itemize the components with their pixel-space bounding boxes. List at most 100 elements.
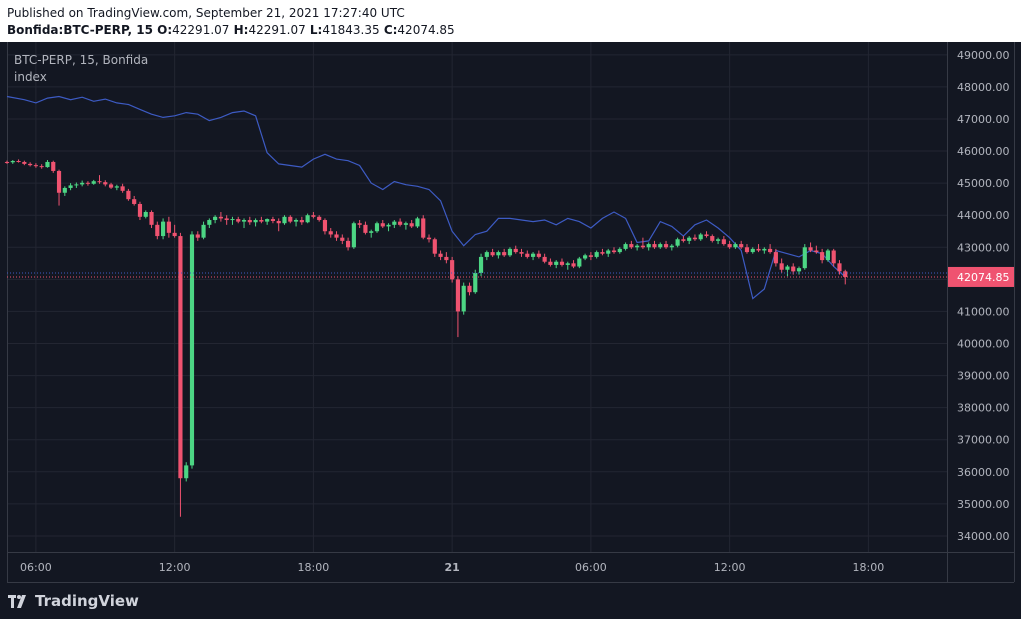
candle bbox=[166, 216, 171, 238]
candle bbox=[704, 231, 709, 238]
y-tick-label: 48000.00 bbox=[957, 81, 1010, 94]
candle-body bbox=[270, 219, 276, 221]
candle-body bbox=[4, 161, 10, 163]
candle bbox=[346, 237, 351, 251]
candle-body bbox=[473, 272, 478, 293]
candle-body bbox=[744, 247, 750, 253]
candle-body bbox=[207, 220, 212, 225]
candle bbox=[189, 231, 195, 469]
candle bbox=[733, 242, 738, 249]
candle-body bbox=[502, 252, 507, 256]
candle bbox=[831, 248, 836, 267]
x-tick-label: 18:00 bbox=[298, 561, 330, 574]
candle-body bbox=[236, 219, 241, 222]
candle bbox=[762, 247, 767, 254]
candle bbox=[837, 260, 842, 275]
candle-body bbox=[455, 279, 461, 312]
candle-body bbox=[108, 184, 114, 188]
candle bbox=[646, 242, 651, 251]
candle-body bbox=[276, 220, 281, 224]
candle-body bbox=[432, 239, 437, 254]
candle-body bbox=[606, 250, 611, 254]
candle-body bbox=[189, 234, 195, 466]
candle bbox=[4, 160, 10, 164]
candle bbox=[577, 256, 582, 269]
candle-body bbox=[97, 181, 102, 183]
candle-body bbox=[577, 258, 582, 267]
candle bbox=[415, 216, 420, 229]
candle bbox=[640, 237, 645, 249]
candle bbox=[172, 224, 177, 238]
candle-body bbox=[617, 248, 622, 253]
candle bbox=[450, 256, 455, 283]
candle-body bbox=[178, 236, 183, 479]
close-label: C: bbox=[383, 23, 398, 37]
candle-body bbox=[635, 245, 640, 248]
candle-body bbox=[791, 266, 796, 272]
candle bbox=[39, 164, 44, 169]
candle bbox=[45, 160, 50, 168]
brand[interactable]: TradingView bbox=[8, 592, 139, 610]
candle-body bbox=[496, 252, 501, 256]
candle bbox=[687, 236, 692, 245]
candle bbox=[293, 218, 299, 227]
candle bbox=[768, 244, 773, 254]
candle bbox=[507, 247, 513, 257]
candle bbox=[91, 179, 96, 185]
candle-body bbox=[565, 263, 570, 265]
candle bbox=[455, 276, 461, 338]
candle bbox=[438, 250, 443, 261]
candle bbox=[392, 220, 397, 229]
candle bbox=[721, 236, 726, 246]
candle-body bbox=[687, 237, 692, 241]
candle bbox=[502, 248, 507, 257]
low-label: L: bbox=[309, 23, 323, 37]
candle bbox=[715, 237, 721, 245]
candle-body bbox=[646, 244, 651, 248]
candle-body bbox=[825, 250, 830, 261]
candle bbox=[565, 261, 570, 270]
candle-body bbox=[357, 223, 362, 225]
y-tick-label: 34000.00 bbox=[957, 530, 1010, 543]
y-tick-label: 43000.00 bbox=[957, 241, 1010, 254]
candle bbox=[270, 216, 276, 224]
candle bbox=[588, 252, 593, 261]
candle-body bbox=[438, 253, 443, 257]
candle-body bbox=[762, 248, 767, 251]
candle-body bbox=[218, 216, 223, 219]
candle bbox=[62, 186, 67, 196]
candle-body bbox=[143, 212, 148, 217]
published-line: Published on TradingView.com, September … bbox=[7, 6, 405, 20]
candle-body bbox=[571, 263, 576, 267]
candle-body bbox=[721, 239, 726, 245]
candle bbox=[432, 237, 437, 257]
candle-body bbox=[727, 244, 732, 248]
candle bbox=[351, 221, 356, 249]
candle bbox=[322, 218, 328, 235]
candle-body bbox=[311, 215, 316, 217]
candle bbox=[259, 216, 264, 224]
candle-body bbox=[559, 261, 565, 265]
candle-body bbox=[195, 234, 200, 238]
index-line bbox=[6, 95, 846, 300]
candle-body bbox=[519, 252, 524, 254]
candle bbox=[85, 181, 91, 186]
candle bbox=[288, 215, 293, 224]
candle-body bbox=[322, 220, 328, 232]
candle bbox=[623, 242, 628, 251]
candle bbox=[594, 250, 599, 259]
high-label: H: bbox=[233, 23, 249, 37]
candle bbox=[33, 163, 38, 168]
high-value: 42291.07 bbox=[248, 23, 306, 37]
candle bbox=[484, 250, 489, 261]
candle bbox=[675, 237, 680, 248]
candle-body bbox=[155, 224, 160, 237]
candle bbox=[224, 215, 229, 225]
candle bbox=[10, 160, 15, 164]
price-chart[interactable]: 49000.00 48000.00 47000.00 46000.00 45000.00… bbox=[0, 42, 1021, 584]
candle bbox=[629, 240, 634, 249]
candle bbox=[779, 258, 784, 273]
candle bbox=[559, 258, 565, 267]
candle-body bbox=[773, 252, 778, 264]
candle bbox=[207, 218, 212, 229]
